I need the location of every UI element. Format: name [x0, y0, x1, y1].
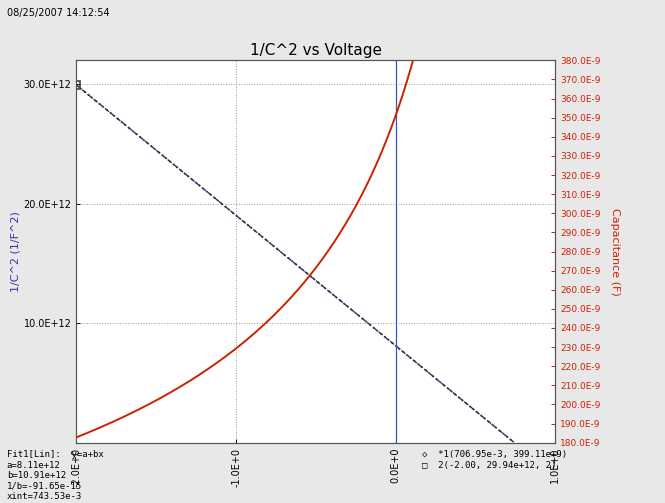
- Y-axis label: 1/C^2 (1/F^2): 1/C^2 (1/F^2): [11, 211, 21, 292]
- Title: 1/C^2 vs Voltage: 1/C^2 vs Voltage: [250, 43, 382, 58]
- Text: Fit1[Lin]:  y=a+bx
a=8.11e+12
b=10.91e+12
1/b=-91.65e-15
xint=743.53e-3: Fit1[Lin]: y=a+bx a=8.11e+12 b=10.91e+12…: [7, 450, 103, 501]
- Y-axis label: Capacitance (F): Capacitance (F): [610, 208, 620, 295]
- Text: 08/25/2007 14:12:54: 08/25/2007 14:12:54: [7, 8, 109, 18]
- Text: ◇  *1(706.95e-3, 399.11e+9)
□  2(-2.00, 29.94e+12, 2): ◇ *1(706.95e-3, 399.11e+9) □ 2(-2.00, 29…: [422, 450, 567, 470]
